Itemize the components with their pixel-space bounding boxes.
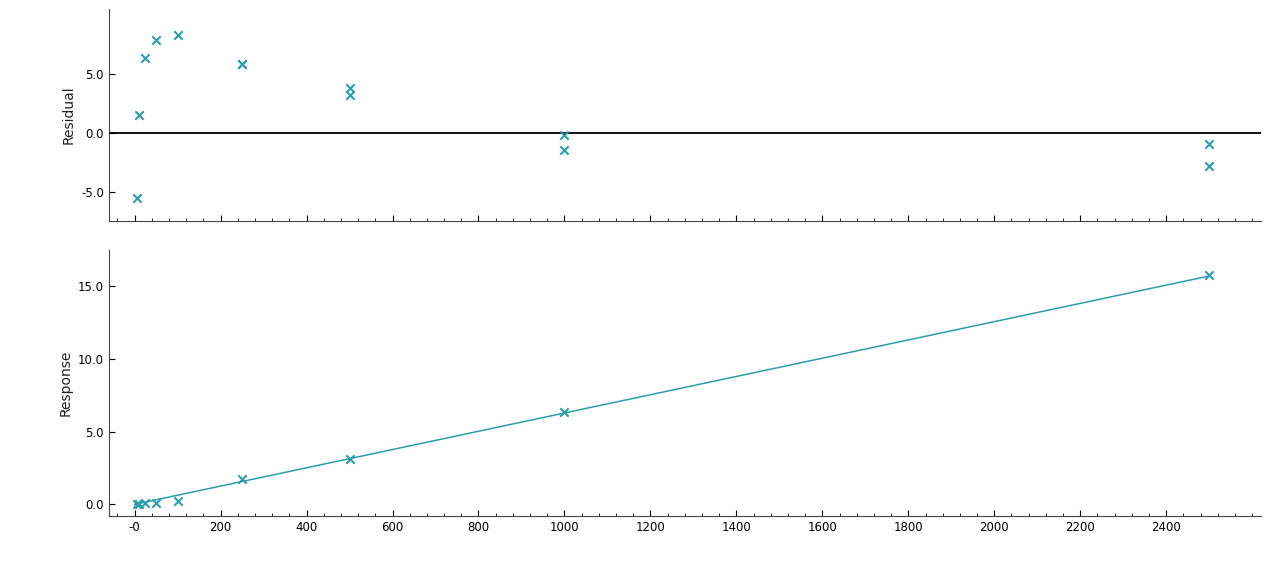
Point bbox=[339, 83, 360, 92]
Point bbox=[136, 499, 156, 508]
Point bbox=[146, 36, 166, 45]
Point bbox=[1199, 140, 1220, 149]
Point bbox=[339, 90, 360, 99]
Point bbox=[554, 130, 575, 139]
Y-axis label: Residual: Residual bbox=[61, 86, 76, 144]
Point bbox=[232, 60, 252, 69]
Point bbox=[1199, 270, 1220, 279]
Point bbox=[232, 60, 252, 69]
Point bbox=[168, 496, 188, 505]
Point bbox=[554, 146, 575, 155]
Point bbox=[232, 475, 252, 484]
Point bbox=[146, 498, 166, 507]
Point bbox=[129, 111, 150, 120]
Point bbox=[136, 54, 156, 63]
Point bbox=[129, 500, 150, 509]
Point bbox=[1199, 161, 1220, 170]
Point bbox=[339, 454, 360, 463]
Point bbox=[127, 500, 147, 509]
Point bbox=[127, 193, 147, 202]
Point bbox=[168, 30, 188, 39]
Point bbox=[554, 408, 575, 417]
Y-axis label: Response: Response bbox=[59, 350, 73, 416]
